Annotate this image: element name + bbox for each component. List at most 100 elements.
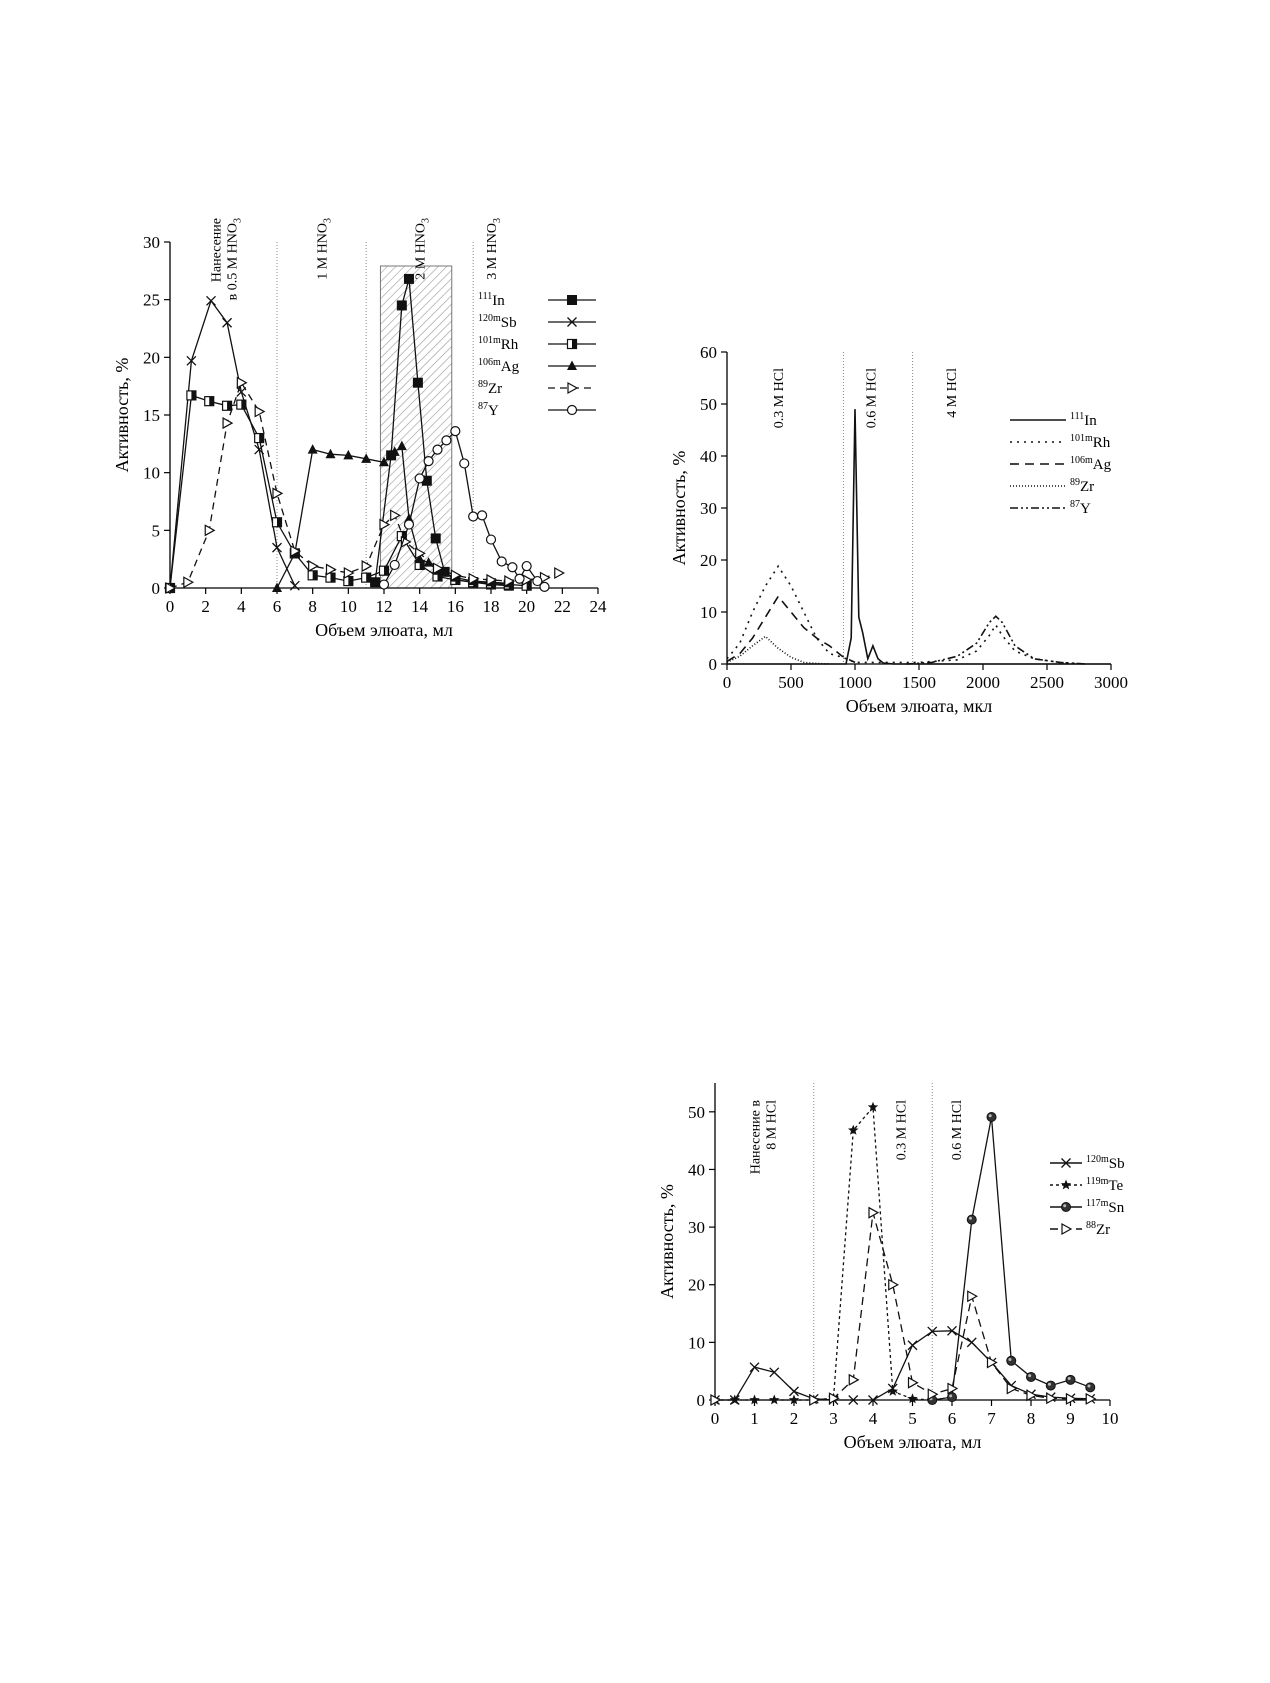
- data-point: [414, 473, 425, 484]
- legend-marker: [567, 295, 577, 305]
- data-point: [514, 573, 525, 584]
- legend-entry: 106mAg: [1010, 455, 1112, 473]
- data-point: [254, 405, 266, 418]
- legend-marker: [1061, 1158, 1071, 1168]
- x-tick-label: 4: [869, 1409, 878, 1428]
- data-point: [432, 562, 444, 575]
- data-point: [867, 1101, 879, 1112]
- data-point: [1045, 1380, 1056, 1391]
- legend-label: 89Zr: [1070, 477, 1094, 495]
- x-tick-label: 1000: [838, 673, 872, 692]
- data-point: [532, 575, 543, 587]
- legend-marker: [1060, 1179, 1072, 1190]
- data-point: [307, 444, 318, 454]
- data-point: [271, 517, 283, 528]
- region-label-text: 0.3 M HCl: [895, 1100, 910, 1160]
- region-label-text: 8 M HCl: [764, 1100, 779, 1150]
- region-label-text: 3 M HNO3: [485, 218, 503, 280]
- x-tick-label: 9: [1066, 1409, 1075, 1428]
- y-tick-label: 0: [697, 1391, 706, 1410]
- data-point: [966, 1214, 977, 1225]
- region-label-text: в 0.5 M HNO3: [226, 218, 244, 300]
- region-label-text: 0.3 M HCl: [772, 368, 787, 428]
- legend-marker: [566, 338, 578, 350]
- data-point: [343, 575, 354, 587]
- data-point: [290, 545, 302, 558]
- data-point: [710, 1393, 722, 1407]
- series-line: [169, 381, 559, 589]
- data-point: [868, 1395, 878, 1405]
- region-label-text: 0.6 M HCl: [950, 1100, 965, 1160]
- legend-label: 87Y: [1070, 499, 1091, 517]
- series-line: [727, 409, 1111, 665]
- x-tick-label: 14: [411, 597, 429, 616]
- legend-entry: 88Zr: [1050, 1220, 1110, 1238]
- x-tick-label: 4: [237, 597, 246, 616]
- y-tick-label: 30: [688, 1218, 705, 1237]
- y-tick-label: 10: [700, 603, 717, 622]
- data-point: [1006, 1382, 1018, 1395]
- y-axis-label: Активность, %: [112, 358, 132, 473]
- x-tick-label: 0: [166, 597, 175, 616]
- data-point: [370, 577, 381, 588]
- y-tick-label: 0: [152, 579, 161, 598]
- data-point: [486, 573, 498, 586]
- y-tick-label: 25: [143, 291, 160, 310]
- data-point: [222, 317, 233, 328]
- data-point: [450, 426, 461, 437]
- data-point: [307, 570, 318, 581]
- data-point: [848, 1373, 860, 1386]
- data-point: [254, 432, 265, 444]
- data-point: [1085, 1382, 1096, 1393]
- legend-entry: 87Y: [1010, 499, 1091, 517]
- data-point: [186, 390, 197, 401]
- legend-marker: [567, 381, 579, 395]
- x-tick-label: 18: [483, 597, 500, 616]
- legend-marker: [566, 404, 578, 416]
- legend-label: 89Zr: [478, 379, 502, 397]
- data-point: [183, 576, 195, 589]
- series-zr-89: [165, 376, 566, 595]
- legend-entry: 120mSb: [478, 313, 596, 331]
- data-point: [888, 1278, 899, 1291]
- legend-label: 111In: [478, 291, 505, 309]
- data-point: [378, 565, 390, 576]
- data-point: [450, 569, 462, 582]
- data-point: [165, 581, 177, 595]
- series-sb-120m: [710, 1325, 1096, 1405]
- data-point: [554, 566, 566, 580]
- x-tick-label: 5: [908, 1409, 917, 1428]
- data-point: [236, 386, 247, 397]
- legend-entry: 111In: [1010, 411, 1097, 429]
- data-point: [415, 547, 426, 560]
- data-point: [967, 1290, 978, 1303]
- data-point: [1065, 1392, 1077, 1405]
- data-point: [485, 534, 497, 545]
- data-point: [432, 444, 443, 455]
- y-tick-label: 0: [709, 655, 718, 674]
- data-point: [947, 1325, 957, 1336]
- series-line: [715, 1212, 1091, 1401]
- data-point: [378, 579, 390, 590]
- data-point: [947, 1392, 957, 1403]
- y-tick-label: 40: [688, 1160, 705, 1179]
- legend-label: 101mRh: [478, 335, 519, 353]
- data-point: [204, 396, 215, 407]
- data-point: [459, 458, 470, 469]
- legend-entry: 89Zr: [478, 379, 596, 397]
- data-point: [749, 1362, 760, 1373]
- x-tick-label: 0: [723, 673, 732, 692]
- y-tick-label: 5: [152, 521, 161, 540]
- data-point: [966, 1337, 977, 1348]
- data-point: [272, 487, 284, 500]
- x-tick-label: 2: [201, 597, 210, 616]
- legend-entry: 117mSn: [1050, 1198, 1125, 1216]
- legend-entry: 106mAg: [478, 357, 596, 375]
- series-zr-88: [710, 1206, 1097, 1407]
- y-tick-label: 10: [688, 1333, 705, 1352]
- data-point: [389, 559, 400, 571]
- data-point: [361, 453, 372, 463]
- series-line: [169, 299, 296, 589]
